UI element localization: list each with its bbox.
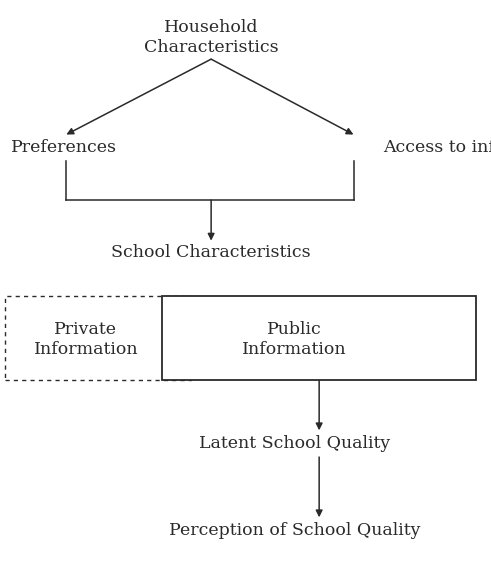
FancyBboxPatch shape (162, 296, 476, 380)
Text: School Characteristics: School Characteristics (111, 244, 311, 261)
Text: Latent School Quality: Latent School Quality (199, 435, 390, 452)
Text: Public
Information: Public Information (242, 321, 347, 358)
Text: Access to information: Access to information (383, 139, 491, 157)
Text: Perception of School Quality: Perception of School Quality (169, 522, 420, 539)
Text: Preferences: Preferences (11, 139, 117, 157)
Text: Private
Information: Private Information (33, 321, 138, 358)
Text: Household
Characteristics: Household Characteristics (144, 19, 278, 56)
FancyBboxPatch shape (5, 296, 191, 380)
